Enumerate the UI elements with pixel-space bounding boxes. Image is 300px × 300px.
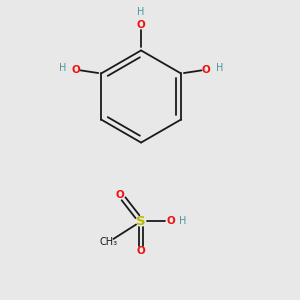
Text: O: O [137,246,146,256]
Text: O: O [202,65,210,75]
Text: O: O [167,216,175,226]
Text: S: S [136,215,146,228]
Text: CH₃: CH₃ [99,237,118,247]
Text: H: H [137,7,145,17]
Text: H: H [215,63,223,73]
Text: O: O [137,20,146,30]
Text: O: O [72,65,81,75]
Text: O: O [116,190,125,200]
Text: H: H [59,63,67,73]
Text: H: H [179,216,186,226]
